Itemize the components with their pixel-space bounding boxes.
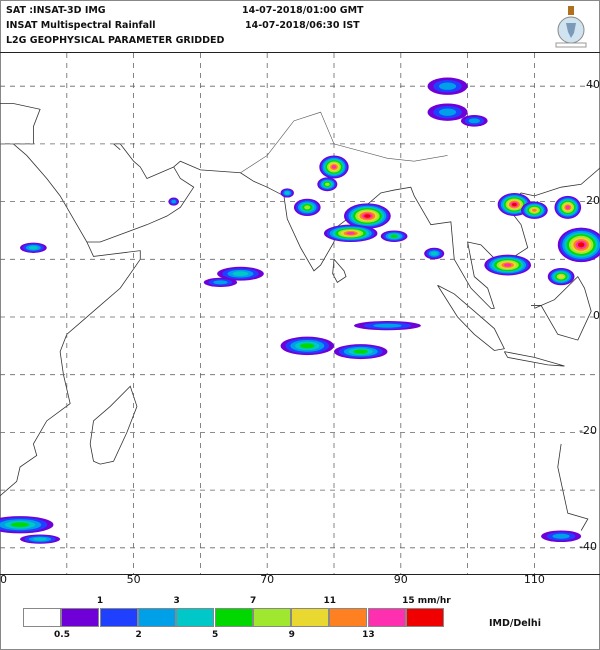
latitude-label: -20 xyxy=(579,424,597,438)
rain-cell xyxy=(577,242,585,248)
coastline xyxy=(503,351,565,367)
rain-cell xyxy=(33,537,47,541)
colorbar-bottom-label: 5 xyxy=(212,630,219,640)
time-gmt: 14-07-2018/01:00 GMT xyxy=(242,5,364,16)
coastline xyxy=(531,275,592,341)
coastline xyxy=(437,284,505,351)
rain-cell xyxy=(565,205,570,210)
coastline xyxy=(332,259,347,283)
longitude-label: 110 xyxy=(523,573,545,586)
latitude-label: 0 xyxy=(593,309,600,322)
rain-cell xyxy=(503,263,512,267)
rain-cell xyxy=(438,82,457,90)
latitude-label: -40 xyxy=(579,539,597,553)
coastline xyxy=(13,143,195,243)
coastline xyxy=(0,241,141,497)
time-ist: 14-07-2018/06:30 IST xyxy=(245,20,360,31)
rain-cell xyxy=(346,231,355,235)
longitude-label: 90 xyxy=(393,573,408,586)
rain-cell xyxy=(558,274,564,279)
colorbar-swatch xyxy=(99,608,138,627)
rain-cell xyxy=(171,199,176,204)
rain-cell xyxy=(299,343,315,349)
colorbar-top-label: 1 xyxy=(96,596,104,606)
rain-cell xyxy=(468,118,481,124)
colorbar-swatch xyxy=(214,608,253,627)
colorbar-swatch xyxy=(176,608,215,627)
rain-cell xyxy=(364,214,371,218)
rain-cell xyxy=(430,251,438,256)
rain-cell xyxy=(353,349,369,354)
colorbar-swatch xyxy=(23,608,61,627)
colorbar-top-label: 11 xyxy=(323,596,337,606)
colorbar-top-label: 15 mm/hr xyxy=(402,596,451,606)
rainfall-map xyxy=(0,52,600,575)
longitude-label: 50 xyxy=(126,573,141,586)
coastline xyxy=(557,443,589,531)
colorbar-top-label: 3 xyxy=(173,596,180,606)
rain-cell xyxy=(438,108,457,116)
rain-cell xyxy=(532,208,537,212)
level-label: L2G GEOPHYSICAL PARAMETER GRIDDED xyxy=(6,35,225,46)
colorbar-swatch xyxy=(406,608,444,627)
rain-cell xyxy=(213,280,228,285)
colorbar-swatch xyxy=(61,608,100,627)
product-label: INSAT Multispectral Rainfall xyxy=(6,20,156,31)
latitude-label: 40 xyxy=(586,78,600,92)
rain-cell xyxy=(10,522,30,528)
colorbar-swatch xyxy=(329,608,368,627)
rain-cell xyxy=(390,234,398,238)
colorbar-bottom-label: 13 xyxy=(362,630,375,640)
rain-cell xyxy=(552,533,570,539)
imd-logo xyxy=(555,6,587,48)
rain-cell xyxy=(373,323,402,328)
rain-cell xyxy=(325,182,330,186)
colorbar-bottom-label: 0.5 xyxy=(54,630,70,640)
rain-cell xyxy=(285,191,290,195)
satellite-label: SAT :INSAT-3D IMG xyxy=(6,5,106,16)
rain-cell xyxy=(511,202,517,207)
longitude-label: 0 xyxy=(0,573,7,586)
rain-cell xyxy=(28,246,38,250)
rain-cell xyxy=(232,271,249,277)
colorbar-top-label: 7 xyxy=(250,596,257,606)
colorbar-bottom-label: 9 xyxy=(288,630,295,640)
rain-cell xyxy=(304,205,311,210)
rain-cell xyxy=(331,165,337,169)
longitude-label: 70 xyxy=(260,573,275,586)
colorbar-swatch xyxy=(367,608,406,627)
colorbar-bottom-label: 2 xyxy=(135,630,142,640)
coastline xyxy=(0,103,41,145)
colorbar-swatch xyxy=(291,608,330,627)
colorbar-swatch xyxy=(137,608,176,627)
colorbar-swatch xyxy=(252,608,291,627)
credit-label: IMD/Delhi xyxy=(489,618,541,629)
coastline xyxy=(173,160,600,309)
coastline xyxy=(89,385,138,465)
country-border xyxy=(240,111,448,174)
latitude-label: 20 xyxy=(586,193,600,207)
